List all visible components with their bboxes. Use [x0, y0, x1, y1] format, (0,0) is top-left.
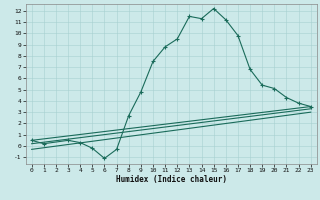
X-axis label: Humidex (Indice chaleur): Humidex (Indice chaleur) [116, 175, 227, 184]
